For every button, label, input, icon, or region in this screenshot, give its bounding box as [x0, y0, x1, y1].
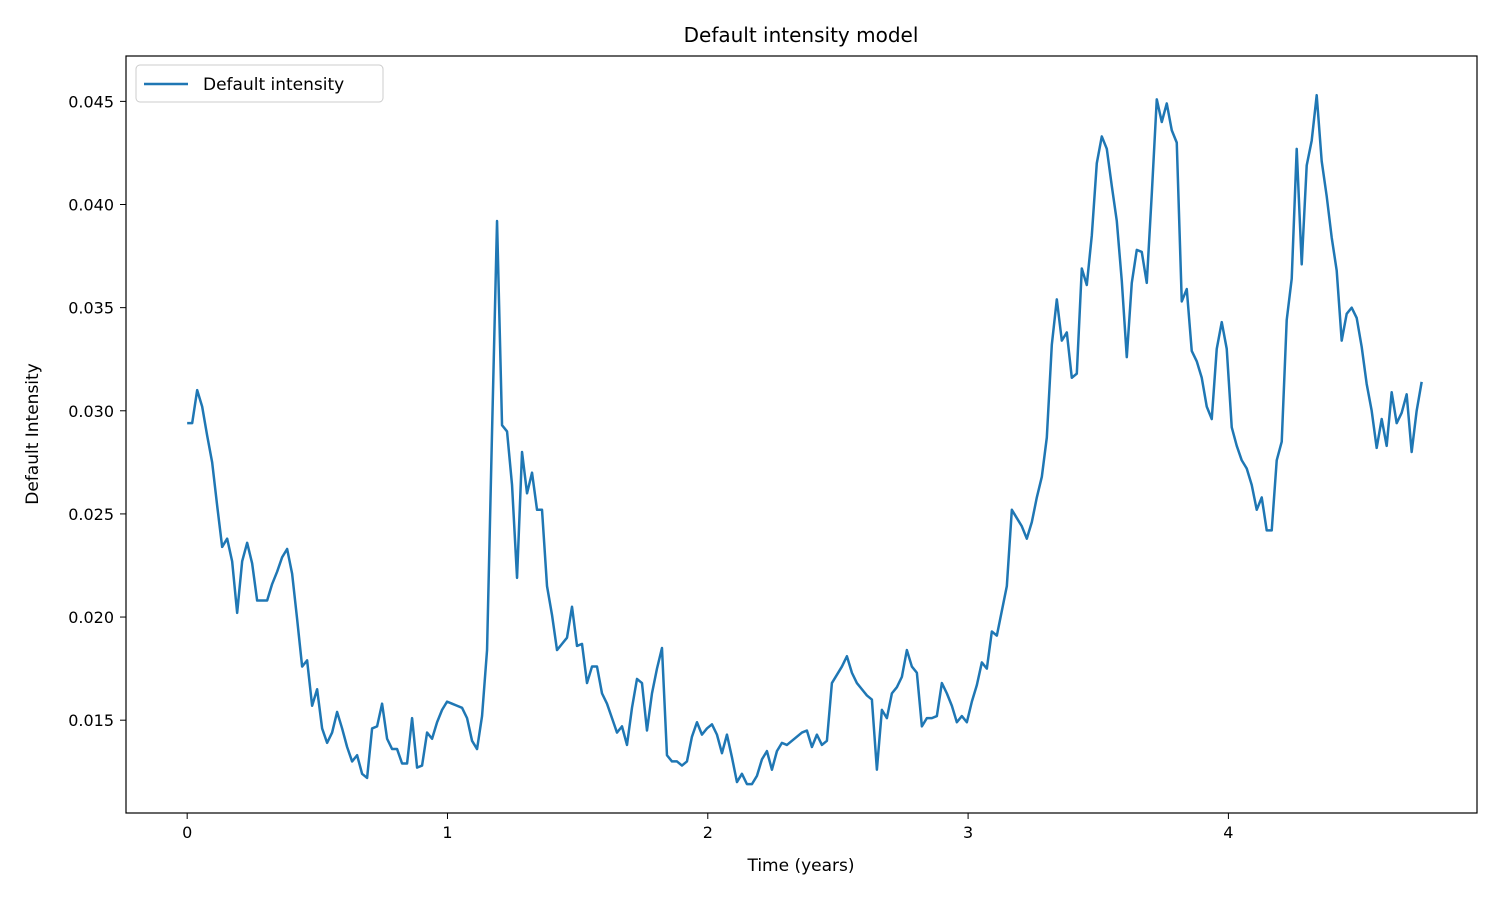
legend-label-default-intensity: Default intensity: [203, 75, 344, 95]
plot-area: 0 1 2 3 4 0.015 0.020 0.025 0.030 0.035 0.040 0.04…: [68, 55, 1478, 842]
chart-title: Default intensity model: [684, 23, 919, 47]
y-tick-label: 0.040: [68, 196, 114, 215]
plot-frame: [125, 55, 1478, 814]
x-tick-label: 3: [963, 823, 973, 842]
legend-frame: [135, 64, 384, 103]
y-tick-label: 0.015: [68, 711, 114, 730]
series-group: [187, 93, 1423, 786]
x-axis: 0 1 2 3 4: [182, 813, 1233, 842]
x-tick-label: 1: [442, 823, 452, 842]
legend: Default intensity: [135, 64, 384, 103]
y-tick-label: 0.030: [68, 402, 114, 421]
series-line-default-intensity: [187, 93, 1423, 786]
x-tick-label: 4: [1223, 823, 1233, 842]
y-axis: 0.015 0.020 0.025 0.030 0.035 0.040 0.045: [68, 92, 126, 730]
y-axis-title: Default Intensity: [23, 363, 43, 505]
x-tick-label: 2: [703, 823, 713, 842]
x-tick-label: 0: [182, 823, 192, 842]
y-tick-label: 0.045: [68, 92, 114, 111]
y-tick-label: 0.020: [68, 608, 114, 627]
x-axis-title: Time (years): [746, 856, 854, 876]
y-tick-label: 0.035: [68, 299, 114, 318]
y-tick-label: 0.025: [68, 505, 114, 524]
